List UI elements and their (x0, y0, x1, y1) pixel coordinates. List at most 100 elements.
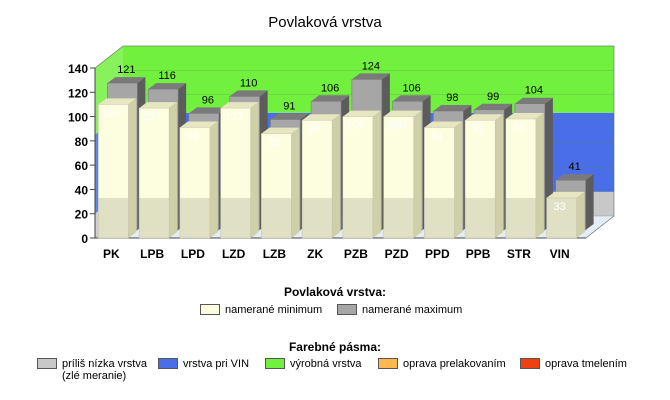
bar-min-shade-6 (342, 198, 373, 238)
x-tick-label-5: ZK (307, 247, 323, 261)
data-label-max-5: 106 (321, 82, 339, 94)
bar-min-shade-7 (383, 198, 414, 238)
data-label-max-11: 41 (569, 161, 581, 173)
data-label-max-0: 121 (117, 64, 135, 76)
bar-min-shade-8 (424, 198, 455, 238)
bar-min-side-7 (413, 110, 422, 238)
bar-min-side-11 (576, 191, 585, 238)
legend-label-band-repaint: oprava prelakovaním (403, 358, 506, 370)
bar-min-shade-4 (261, 198, 292, 238)
bar-min-top-3 (220, 102, 259, 109)
data-label-max-6: 124 (362, 60, 380, 72)
legend-label-minimum: namerané minimum (225, 304, 323, 316)
bar-max-top-9 (474, 103, 513, 110)
y-tick-label-4: 80 (75, 135, 89, 149)
bar-min-top-8 (424, 121, 463, 128)
legend-swatch-maximum (337, 304, 357, 315)
data-label-min-11: 33 (554, 201, 566, 213)
data-label-min-8: 91 (431, 131, 443, 143)
data-label-min-0: 110 (103, 107, 121, 119)
data-label-max-4: 91 (283, 101, 295, 113)
bar-min-side-10 (535, 113, 544, 238)
legend-label-band-filler: oprava tmelením (545, 358, 627, 370)
bar-max-top-7 (392, 95, 431, 102)
bar-min-top-5 (302, 114, 341, 121)
x-tick-label-11: VIN (550, 247, 570, 261)
y-tick-label-3: 60 (75, 159, 89, 173)
bar-max-side-11 (585, 174, 594, 230)
bar-min-top-9 (465, 114, 504, 121)
bar-max-top-4 (270, 113, 309, 120)
bar-min-shade-1 (139, 198, 170, 238)
bar-min-side-0 (128, 98, 137, 238)
bar-min-7 (383, 116, 414, 239)
plot-area: 0 20 40 60 80 100 120 140 121 110 PK 116 107 LPB 96 91 L… (68, 45, 615, 261)
data-label-max-3: 110 (240, 77, 258, 89)
bar-min-side-6 (372, 110, 381, 238)
data-label-max-2: 96 (202, 94, 214, 106)
bar-min-side-1 (169, 102, 178, 238)
data-label-min-6: 100 (347, 120, 365, 132)
chart-title: Povlaková vrstva (268, 14, 382, 31)
data-label-min-9: 97 (472, 123, 484, 135)
bar-chart: Povlaková vrstva 0 20 40 60 80 100 120 140 121 11… (68, 14, 615, 261)
bar-min-shade-9 (465, 198, 496, 238)
bar-min-top-7 (383, 110, 422, 117)
data-label-max-10: 104 (525, 85, 543, 97)
bar-min-shade-5 (302, 198, 333, 238)
x-tick-label-7: PZD (385, 247, 409, 261)
data-label-max-7: 106 (402, 82, 420, 94)
legend-label-band-low-2: (zlé meranie) (62, 370, 127, 382)
bar-max-top-6 (351, 73, 390, 80)
y-tick-label-1: 20 (75, 208, 89, 222)
data-label-min-7: 100 (387, 120, 405, 132)
bar-min-top-0 (98, 98, 137, 105)
bar-min-side-3 (250, 102, 259, 238)
legend-label-maximum: namerané maximum (362, 304, 463, 316)
bar-min-side-8 (454, 121, 463, 238)
bar-max-top-0 (107, 77, 146, 84)
series-legend-title: Povlaková vrstva: (283, 285, 387, 299)
back-frame (94, 45, 615, 239)
x-tick-label-3: LZD (222, 247, 246, 261)
data-label-min-3: 107 (224, 111, 242, 123)
bar-min-top-1 (139, 102, 178, 109)
bar-min-2 (179, 127, 211, 239)
bar-max-top-11 (555, 174, 594, 181)
bar-min-9 (464, 119, 496, 239)
bands-legend-title: Farebné pásma: (288, 340, 382, 354)
bar-min-1 (138, 107, 170, 239)
bar-max-top-2 (188, 107, 227, 114)
data-label-min-4: 86 (268, 137, 280, 149)
bar-min-11 (546, 197, 577, 239)
x-tick-label-0: PK (103, 247, 120, 261)
x-tick-label-6: PZB (344, 247, 368, 261)
bar-min-shade-0 (98, 198, 129, 238)
bar-min-8 (424, 127, 455, 239)
legend-label-band-low: príliš nízka vrstva (62, 358, 147, 370)
legend-swatch-band-filler (520, 358, 540, 369)
bar-min-shade-2 (179, 198, 210, 238)
legend-swatch-band-low (37, 358, 57, 369)
bar-max-top-8 (433, 105, 472, 111)
y-tick-label-2: 40 (75, 183, 89, 197)
x-tick-label-4: LZB (263, 247, 287, 261)
bar-min-0 (98, 104, 129, 239)
y-tick-label-0: 0 (81, 232, 88, 246)
bands-legend: príliš nízka vrstva (zlé meranie) vrstva… (0, 358, 670, 388)
x-tick-label-2: LPD (181, 247, 205, 261)
data-label-min-10: 98 (513, 122, 525, 134)
bar-min-shade-3 (220, 198, 251, 238)
bar-min-6 (342, 116, 374, 239)
bar-min-side-9 (495, 114, 504, 238)
bar-min-top-4 (261, 127, 300, 134)
legend-swatch-band-repaint (378, 358, 398, 369)
x-tick-label-8: PPD (425, 247, 450, 261)
legend-swatch-minimum (200, 304, 220, 315)
x-tick-label-1: LPB (140, 247, 164, 261)
bar-min-shade-11 (546, 198, 577, 238)
legend-label-band-production: výrobná vrstva (290, 358, 362, 370)
legend-swatch-band-production (265, 358, 285, 369)
bar-min-top-11 (546, 191, 585, 198)
x-tick-label-10: STR (507, 247, 531, 261)
